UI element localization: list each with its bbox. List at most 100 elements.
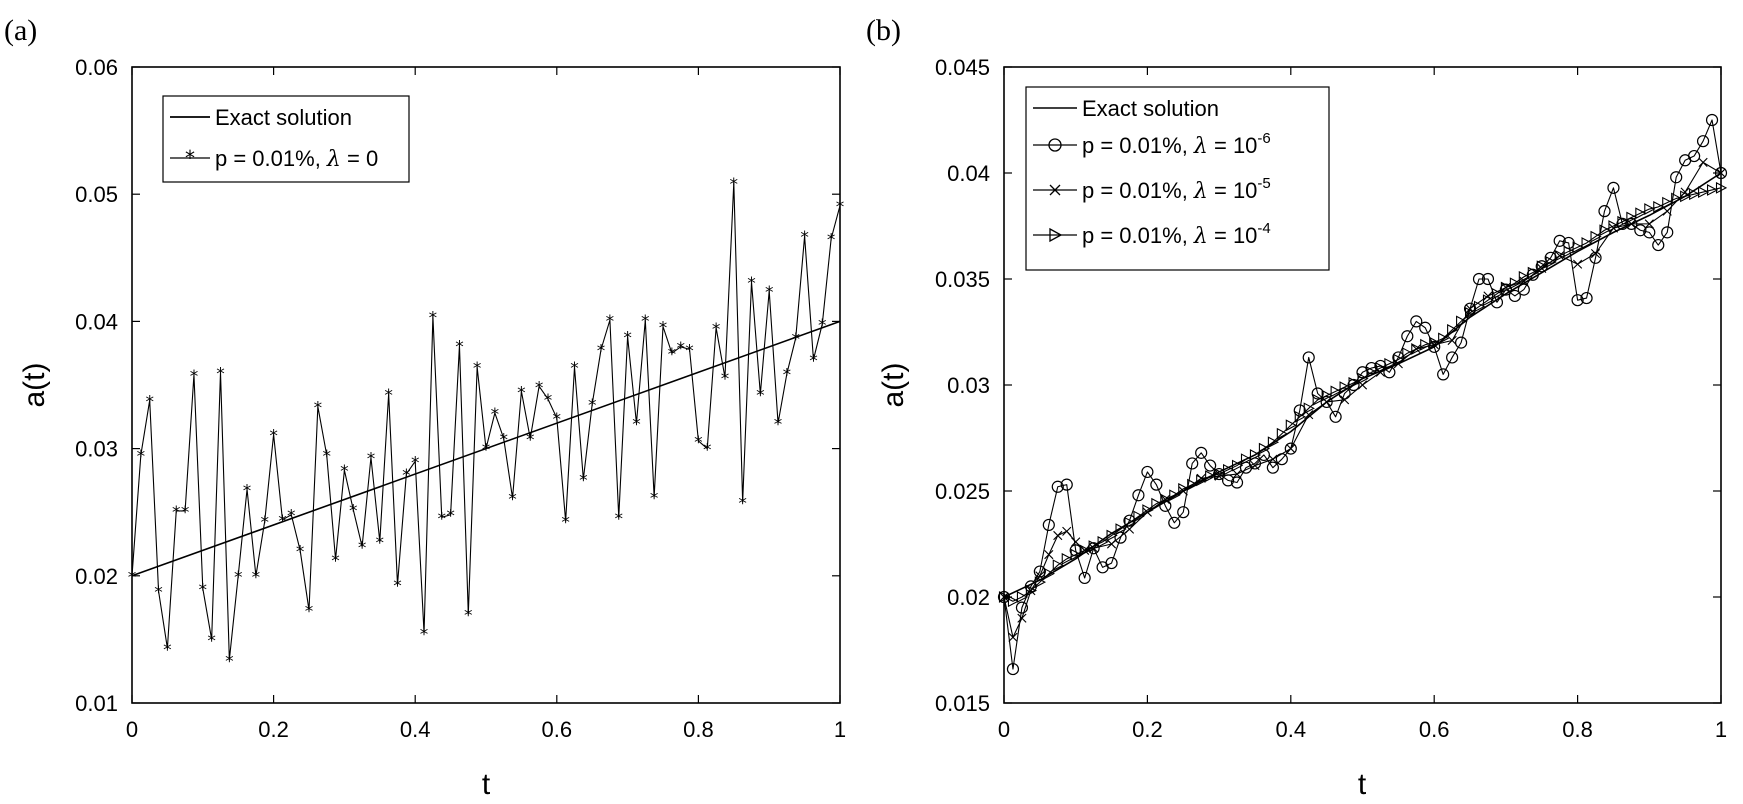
data-point-star: * — [252, 568, 261, 588]
data-point-triangle — [1438, 332, 1450, 345]
data-point-triangle — [1706, 184, 1719, 196]
data-point-circle — [1419, 321, 1432, 334]
data-point-circle — [1105, 556, 1118, 570]
data-point-triangle — [1142, 504, 1154, 516]
data-point-star: * — [446, 507, 455, 527]
data-point-triangle — [1402, 347, 1414, 360]
data-point-triangle — [1698, 186, 1710, 198]
data-point-triangle — [1671, 192, 1683, 205]
panel-a: (a) 0 0.2 0.4 0.6 0.8 1 0.01 0.02 0.03 0.04 0.05 0.… — [4, 14, 846, 801]
data-point-triangle — [1653, 201, 1665, 213]
panel-b-x-tick-label: 0 — [998, 717, 1010, 742]
panel-b-legend-label-1e-6: p = 0.01%, λ = 10-6 — [1082, 130, 1271, 159]
data-point-triangle — [1617, 215, 1629, 228]
panel-b-y-tick-label: 0.04 — [947, 161, 990, 186]
data-point-star: * — [438, 509, 447, 529]
data-point-triangle — [1115, 523, 1127, 536]
data-point-x — [1590, 248, 1601, 259]
data-point-triangle — [1527, 266, 1539, 279]
data-point-triangle — [1608, 220, 1620, 232]
data-point-triangle — [1509, 277, 1522, 290]
data-point-triangle — [1366, 366, 1378, 379]
data-point-triangle — [1249, 449, 1262, 461]
data-point-triangle — [1151, 497, 1163, 510]
panel-b-x-tick-label: 1 — [1715, 717, 1727, 742]
data-point-circle — [1168, 516, 1181, 529]
data-point-star: * — [685, 341, 694, 361]
data-point-circle — [1705, 113, 1719, 127]
panel-a-x-tick-label: 0.4 — [400, 717, 431, 742]
panel-a-legend-box — [162, 95, 410, 183]
data-point-circle — [1517, 283, 1530, 296]
data-point-circle — [1670, 171, 1683, 184]
data-point-triangle — [1500, 281, 1513, 294]
data-point-circle — [1150, 478, 1163, 491]
data-point-star: * — [747, 274, 756, 294]
panel-a-y-axis-label: a(t) — [18, 363, 51, 408]
panel-a-y-tick-label: 0.06 — [75, 55, 118, 80]
data-point-triangle — [1106, 529, 1118, 542]
data-point-star: * — [632, 415, 641, 435]
panel-b-x-tick-label: 0.6 — [1419, 717, 1450, 742]
data-point-x — [1644, 219, 1654, 229]
panel-a-x-tick-label: 0.6 — [542, 717, 573, 742]
data-point-star: * — [261, 513, 270, 533]
panel-b-y-axis-label: a(t) — [877, 363, 910, 408]
data-point-triangle — [1491, 287, 1504, 300]
data-point-triangle — [1581, 237, 1593, 249]
data-point-triangle — [1375, 362, 1387, 374]
data-point-triangle — [1635, 207, 1647, 220]
data-point-x — [1062, 526, 1072, 536]
data-point-star: * — [694, 433, 703, 453]
data-point-triangle — [1411, 343, 1423, 355]
panel-a-series-star-line — [131, 182, 841, 661]
data-point-star: * — [305, 602, 314, 622]
panel-a-y-tick-label: 0.02 — [75, 564, 118, 589]
panel-b-y-tick-label: 0.025 — [935, 479, 990, 504]
data-point-triangle — [1482, 294, 1495, 307]
data-point-triangle — [1061, 552, 1073, 565]
data-point-star: * — [800, 228, 809, 248]
data-point-star: * — [278, 512, 287, 532]
data-point-circle — [1454, 336, 1468, 349]
data-point-star: * — [358, 539, 367, 559]
data-point-star: * — [225, 652, 234, 672]
data-point-circle — [1230, 476, 1244, 489]
data-point-circle — [1069, 544, 1082, 557]
data-point-x — [1716, 168, 1726, 178]
data-point-star: * — [712, 320, 721, 340]
data-point-triangle — [1680, 190, 1692, 203]
data-point-star: * — [623, 329, 632, 349]
data-point-triangle — [1160, 493, 1172, 506]
data-point-triangle — [1007, 595, 1020, 608]
data-point-triangle — [1088, 540, 1100, 553]
data-point-circle — [1141, 465, 1154, 479]
data-point-circle — [1204, 459, 1217, 472]
data-point-triangle — [1473, 300, 1486, 313]
data-point-triangle — [1563, 245, 1575, 258]
data-point-triangle — [1590, 230, 1602, 243]
data-point-star: * — [314, 399, 323, 419]
data-point-circle — [1006, 662, 1020, 676]
data-point-triangle — [1536, 260, 1548, 273]
panel-b-series-x-line — [1003, 161, 1722, 638]
data-point-star: * — [517, 383, 526, 403]
data-point-x — [1286, 444, 1296, 454]
data-point-triangle — [1025, 584, 1038, 597]
panel-b-series-triangle-right-line — [1003, 187, 1722, 602]
panel-b-ticks: 0 0.2 0.4 0.6 0.8 1 0.015 0.02 0.025 0.03 0.035 0.0… — [935, 55, 1727, 742]
panel-b-y-tick-label: 0.02 — [947, 585, 990, 610]
panel-a-x-tick-label: 0.2 — [258, 717, 289, 742]
data-point-triangle — [1276, 427, 1289, 440]
data-point-circle — [1293, 404, 1306, 417]
panel-b-y-tick-label: 0.03 — [947, 373, 990, 398]
panel-a-legend-label-exact: Exact solution — [215, 105, 352, 130]
data-point-star: * — [561, 513, 570, 533]
data-point-circle — [1472, 272, 1486, 286]
panel-b-data — [997, 113, 1728, 676]
data-point-star: * — [243, 481, 252, 501]
data-point-circle — [1320, 395, 1333, 409]
data-point-triangle — [1285, 419, 1297, 432]
data-point-star: * — [765, 283, 774, 303]
panel-a-label: (a) — [4, 14, 37, 47]
